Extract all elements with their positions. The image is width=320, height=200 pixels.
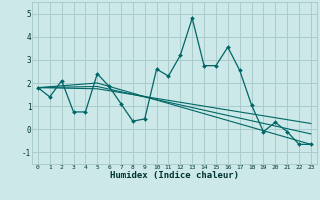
X-axis label: Humidex (Indice chaleur): Humidex (Indice chaleur) [110,171,239,180]
